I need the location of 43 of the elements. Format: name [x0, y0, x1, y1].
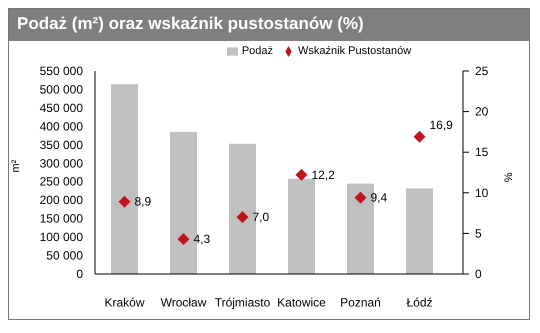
data-label: 16,9: [430, 118, 454, 132]
y-tick-label: 550 000: [40, 64, 84, 78]
y-tick-label: 250 000: [40, 174, 84, 189]
point: [236, 211, 248, 224]
point: [118, 196, 130, 208]
point: [296, 168, 308, 181]
data-label: 12,2: [312, 168, 336, 182]
bar: [288, 178, 315, 274]
x-tick-label: Trójmiasto: [214, 296, 271, 310]
y-tick-label: 200 000: [40, 193, 84, 208]
y2-tick-label: 5: [475, 226, 482, 240]
y-tick-label: 400 000: [40, 119, 84, 134]
bar: [406, 188, 433, 274]
data-label: 9,4: [370, 190, 388, 205]
x-tick-label: Katowice: [277, 296, 326, 310]
point: [354, 192, 366, 204]
y2-tick-label: 15: [475, 145, 489, 160]
point: [178, 233, 190, 246]
y2-axis-title: %: [502, 172, 515, 182]
data-label: 4,3: [194, 232, 211, 246]
x-tick-label: Kraków: [104, 296, 145, 310]
y-tick-label: 450 000: [40, 100, 84, 115]
y2-tick-label: 10: [475, 186, 489, 200]
data-label: 8,9: [134, 194, 152, 209]
x-tick-label: Wrocław: [160, 296, 207, 310]
y-tick-label: 150 000: [40, 212, 84, 226]
x-tick-label: Łódź: [406, 296, 433, 310]
chart-title: Podaż (m²) oraz wskaźnik pustostanów (%): [9, 9, 529, 41]
legend-label: Wskaźnik Pustostanów: [298, 45, 412, 57]
y-tick-label: 0: [76, 267, 84, 281]
y2-tick-label: 25: [475, 64, 489, 78]
data-label: 7,0: [252, 210, 270, 224]
y-axis-title: m²: [10, 159, 22, 172]
y-tick-label: 350 000: [40, 138, 84, 152]
y2-tick-label: 0: [475, 267, 482, 281]
y-tick-label: 50 000: [46, 248, 84, 263]
x-tick-label: Poznań: [340, 296, 381, 310]
y-tick-label: 500 000: [40, 82, 84, 96]
legend-label: Podaż: [242, 45, 274, 57]
point: [414, 130, 426, 143]
y-tick-label: 100 000: [40, 230, 84, 244]
y-tick-label: 300 000: [40, 156, 84, 170]
y2-tick-label: 20: [475, 104, 489, 119]
